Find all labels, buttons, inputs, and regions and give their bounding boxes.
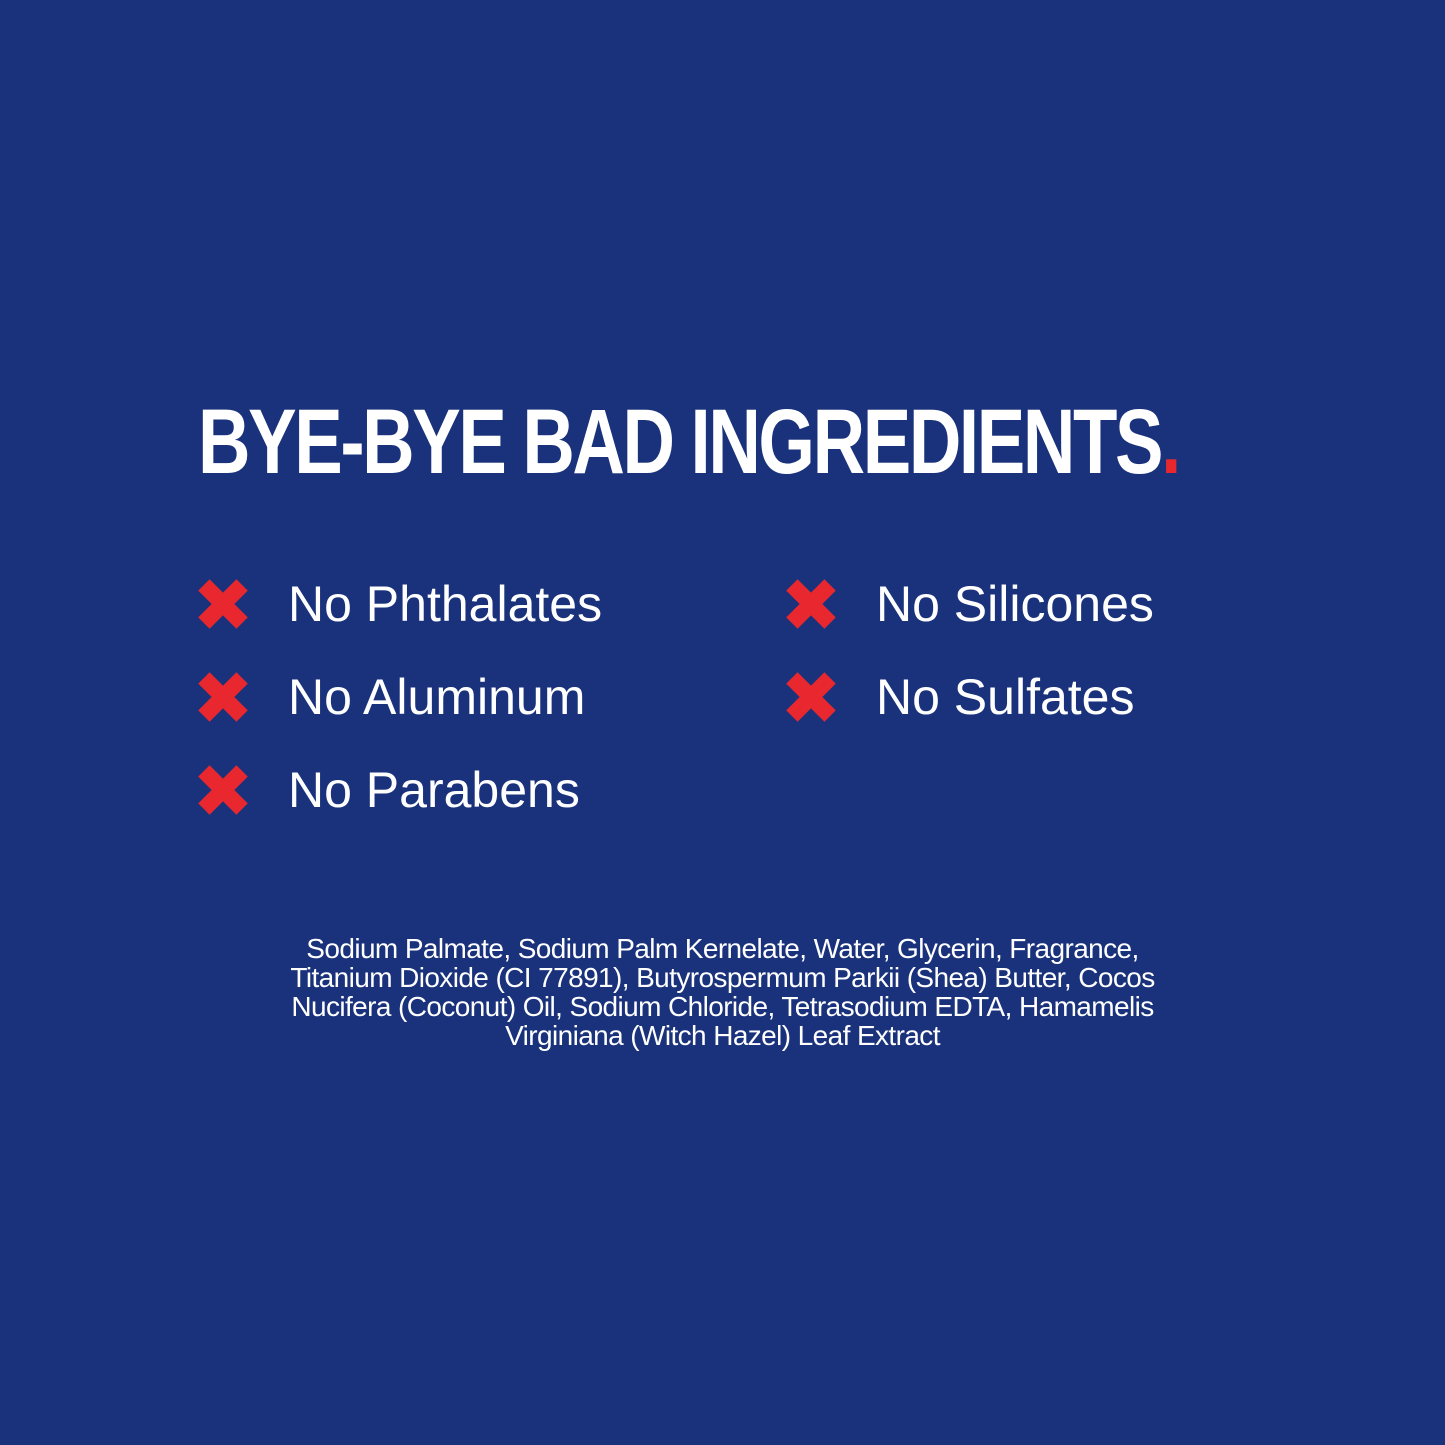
ingredients-line: Nucifera (Coconut) Oil, Sodium Chloride,… <box>291 991 1154 1022</box>
headline-dot: . <box>1161 391 1181 493</box>
claim-label: No Aluminum <box>288 669 586 725</box>
claim-item: No Silicones <box>786 574 1154 634</box>
ingredients-list: Sodium Palmate, Sodium Palm Kernelate, W… <box>0 934 1445 1050</box>
ingredients-line: Titanium Dioxide (CI 77891), Butyrosperm… <box>290 962 1155 993</box>
claim-item: No Phthalates <box>198 574 602 634</box>
x-icon <box>198 579 248 629</box>
claim-item: No Sulfates <box>786 667 1134 727</box>
claim-label: No Sulfates <box>876 669 1135 725</box>
claim-label: No Phthalates <box>288 576 603 632</box>
headline: BYE-BYE BAD INGREDIENTS. <box>198 391 1181 493</box>
x-icon <box>198 672 248 722</box>
ingredients-line: Virginiana (Witch Hazel) Leaf Extract <box>505 1020 940 1051</box>
x-icon <box>786 579 836 629</box>
x-icon <box>198 765 248 815</box>
claim-item: No Aluminum <box>198 667 585 727</box>
claim-label: No Parabens <box>288 762 580 818</box>
headline-text: BYE-BYE BAD INGREDIENTS <box>198 391 1163 493</box>
x-icon <box>786 672 836 722</box>
claim-label: No Silicones <box>876 576 1154 632</box>
ingredients-line: Sodium Palmate, Sodium Palm Kernelate, W… <box>306 933 1139 964</box>
claim-item: No Parabens <box>198 760 580 820</box>
